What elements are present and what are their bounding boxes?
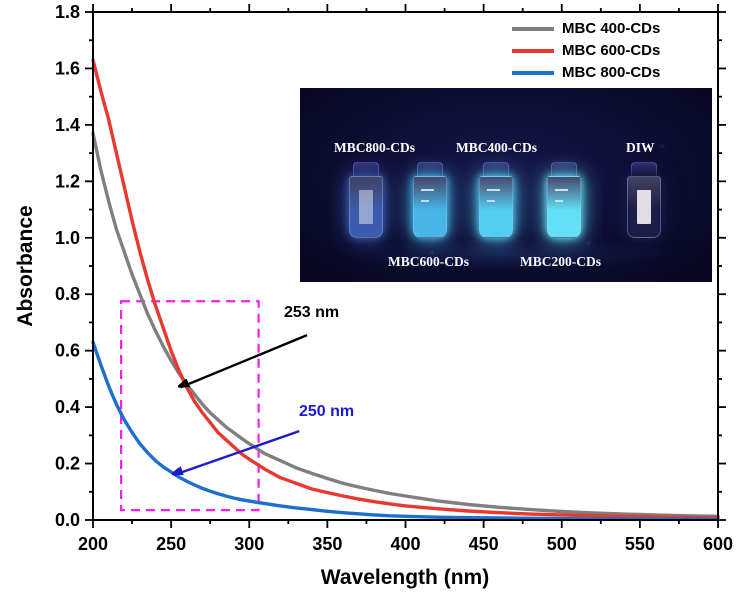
vial-label-strip: [359, 190, 373, 224]
vial-body: [627, 176, 661, 238]
vial-cap: [551, 162, 577, 177]
svg-text:500: 500: [547, 534, 577, 554]
legend-swatch-gray: [512, 26, 554, 31]
svg-text:0.2: 0.2: [55, 454, 80, 474]
x-axis-title: Wavelength (nm): [320, 566, 490, 589]
inset-label-mbc600: MBC600-CDs: [388, 254, 469, 269]
legend-label: MBC 800-CDs: [562, 64, 661, 81]
svg-text:350: 350: [312, 534, 342, 554]
annotation-arrow: [174, 429, 300, 476]
legend-label: MBC 600-CDs: [562, 42, 661, 59]
vial-mbc800: [348, 162, 384, 238]
vial-volume-marks: [421, 189, 434, 202]
legend-swatch-blue: [512, 70, 554, 75]
vial-mbc200: [546, 162, 582, 238]
vial-body: [413, 176, 447, 238]
svg-text:400: 400: [390, 534, 420, 554]
series-line: [91, 340, 720, 521]
svg-text:200: 200: [78, 534, 108, 554]
vial-label-strip: [637, 190, 651, 224]
vial-mbc600: [412, 162, 448, 238]
inset-label-diw: DIW: [626, 140, 655, 155]
legend-item-mbc800: MBC 800-CDs: [512, 64, 660, 81]
inset-label-mbc400: MBC400-CDs: [456, 140, 537, 155]
svg-text:0.4: 0.4: [55, 397, 80, 417]
plot-frame: [92, 11, 719, 521]
vial-volume-marks: [555, 189, 568, 202]
vial-diw: [626, 162, 662, 238]
svg-text:0.6: 0.6: [55, 341, 80, 361]
vial-body: [349, 176, 383, 238]
series-line: [91, 58, 720, 520]
vial-mbc400: [478, 162, 514, 238]
vial-cap: [483, 162, 509, 177]
vial-cap: [417, 162, 443, 177]
vial-body: [547, 176, 581, 238]
legend-swatch-red: [512, 48, 554, 53]
y-axis-title: Absorbance: [14, 205, 37, 327]
svg-text:250: 250: [156, 534, 186, 554]
inset-uv-photo: MBC800-CDs MBC400-CDs DIW MBC600-CDs MBC…: [300, 88, 712, 282]
svg-text:300: 300: [234, 534, 264, 554]
annotation-arrow: [181, 334, 308, 389]
svg-text:1.2: 1.2: [55, 171, 80, 191]
annotation-253nm: 253 nm: [284, 304, 340, 321]
svg-text:450: 450: [469, 534, 499, 554]
svg-text:0.0: 0.0: [55, 510, 80, 530]
svg-text:0.8: 0.8: [55, 284, 80, 304]
svg-text:1.8: 1.8: [55, 2, 80, 22]
inset-label-mbc800: MBC800-CDs: [334, 140, 415, 155]
highlight-box: [120, 300, 260, 512]
svg-text:1.6: 1.6: [55, 58, 80, 78]
inset-label-mbc200: MBC200-CDs: [520, 254, 601, 269]
svg-text:550: 550: [625, 534, 655, 554]
svg-text:1.4: 1.4: [55, 115, 80, 135]
legend: MBC 400-CDs MBC 600-CDs MBC 800-CDs: [512, 20, 660, 81]
svg-text:1.0: 1.0: [55, 228, 80, 248]
svg-text:600: 600: [703, 534, 733, 554]
annotation-250nm: 250 nm: [299, 403, 355, 420]
vial-volume-marks: [487, 189, 500, 202]
vial-body: [479, 176, 513, 238]
vial-cap: [631, 162, 657, 177]
legend-label: MBC 400-CDs: [562, 20, 661, 37]
legend-item-mbc400: MBC 400-CDs: [512, 20, 660, 37]
series-line: [91, 131, 720, 518]
vial-cap: [353, 162, 379, 177]
legend-item-mbc600: MBC 600-CDs: [512, 42, 660, 59]
